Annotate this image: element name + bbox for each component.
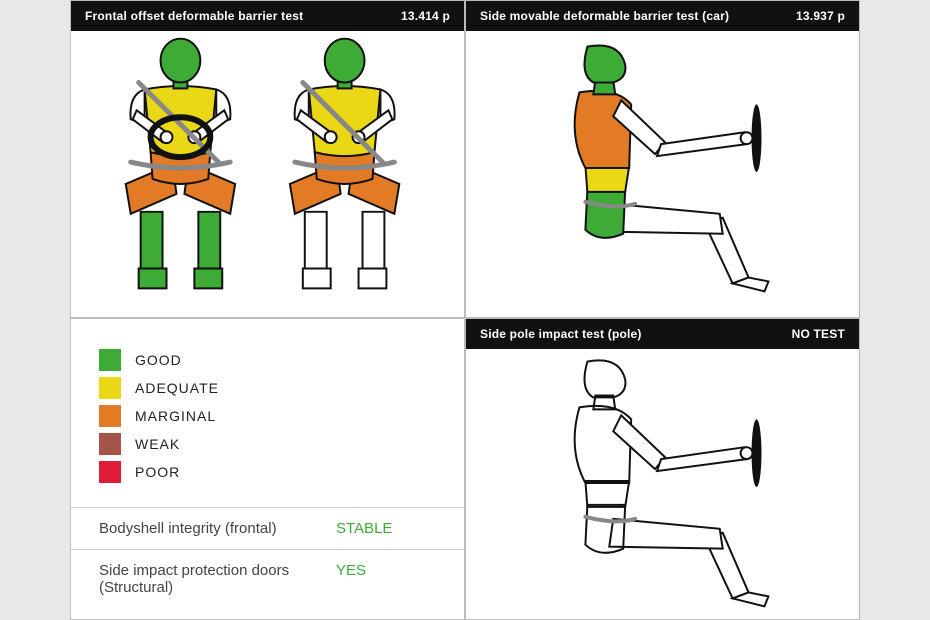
- panel-score: NO TEST: [792, 327, 845, 341]
- figure-frontal: [71, 31, 464, 317]
- panel-grid: Frontal offset deformable barrier test 1…: [70, 0, 860, 620]
- legend-label: MARGINAL: [135, 408, 216, 424]
- legend-row-adequate: ADEQUATE: [99, 377, 436, 399]
- legend-row-good: GOOD: [99, 349, 436, 371]
- dummy-side-car-svg: [466, 31, 859, 317]
- info-label: Side impact protection doors (Structural…: [99, 562, 336, 596]
- legend-list: GOOD ADEQUATE MARGINAL WEAK POOR: [71, 319, 464, 507]
- info-row: Bodyshell integrity (frontal)STABLE: [71, 508, 464, 550]
- panel-frontal: Frontal offset deformable barrier test 1…: [70, 0, 465, 318]
- legend-swatch: [99, 349, 121, 371]
- info-label: Bodyshell integrity (frontal): [99, 520, 336, 537]
- panel-score: 13.414 p: [401, 9, 450, 23]
- dummy-side-pole-svg: [466, 349, 859, 619]
- panel-score: 13.937 p: [796, 9, 845, 23]
- figure-side-car: [466, 31, 859, 317]
- panel-side-pole: Side pole impact test (pole) NO TEST: [465, 318, 860, 620]
- crash-test-infographic: Frontal offset deformable barrier test 1…: [0, 0, 930, 620]
- legend-label: POOR: [135, 464, 180, 480]
- legend-label: GOOD: [135, 352, 182, 368]
- legend-row-weak: WEAK: [99, 433, 436, 455]
- panel-header-side-car: Side movable deformable barrier test (ca…: [466, 1, 859, 31]
- panel-legend: GOOD ADEQUATE MARGINAL WEAK POOR Bodyshell i…: [70, 318, 465, 620]
- legend-swatch: [99, 377, 121, 399]
- panel-title: Side movable deformable barrier test (ca…: [480, 9, 729, 23]
- info-value: STABLE: [336, 520, 436, 537]
- legend-row-marginal: MARGINAL: [99, 405, 436, 427]
- legend-label: WEAK: [135, 436, 180, 452]
- panel-title: Side pole impact test (pole): [480, 327, 642, 341]
- info-value: YES: [336, 562, 436, 596]
- figure-side-pole: [466, 349, 859, 619]
- info-table: Bodyshell integrity (frontal)STABLE Side …: [71, 507, 464, 608]
- legend-swatch: [99, 433, 121, 455]
- dummy-frontal-svg: [71, 31, 464, 317]
- panel-title: Frontal offset deformable barrier test: [85, 9, 303, 23]
- legend-row-poor: POOR: [99, 461, 436, 483]
- panel-side-car: Side movable deformable barrier test (ca…: [465, 0, 860, 318]
- info-row: Side impact protection doors (Structural…: [71, 550, 464, 608]
- panel-header-frontal: Frontal offset deformable barrier test 1…: [71, 1, 464, 31]
- panel-header-side-pole: Side pole impact test (pole) NO TEST: [466, 319, 859, 349]
- legend-swatch: [99, 461, 121, 483]
- legend-swatch: [99, 405, 121, 427]
- legend-label: ADEQUATE: [135, 380, 219, 396]
